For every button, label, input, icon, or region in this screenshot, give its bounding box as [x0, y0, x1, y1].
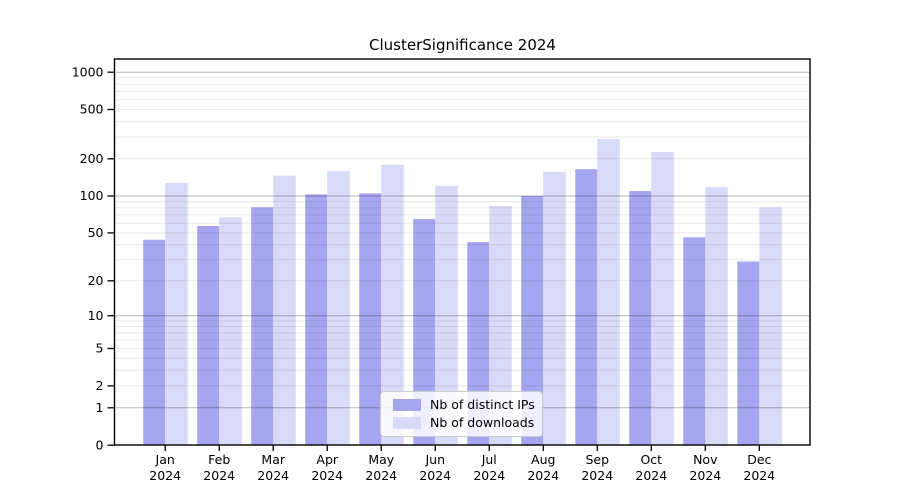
x-tick-label-month: Mar — [261, 452, 285, 467]
bar-distinct-ips-oct — [629, 190, 652, 445]
plot-border — [113, 58, 811, 446]
bar-downloads-dec — [759, 207, 782, 445]
bar-downloads-feb — [219, 217, 242, 445]
legend-item-distinct-ips: Nb of distinct IPs — [393, 397, 535, 412]
x-tick-label-year: 2024 — [365, 468, 397, 483]
bar-downloads-aug — [543, 171, 566, 446]
legend-item-downloads: Nb of downloads — [393, 415, 534, 430]
y-tick-label: 1 — [96, 400, 104, 415]
legend-swatch-downloads — [393, 416, 421, 429]
bar-distinct-ips-dec — [737, 261, 760, 445]
legend: Nb of distinct IPs Nb of downloads — [380, 391, 543, 437]
x-tick-label-month: Nov — [693, 452, 718, 467]
y-tick-label: 5 — [96, 341, 104, 356]
x-tick-label-month: Oct — [640, 452, 662, 467]
y-tick-label: 0 — [96, 437, 104, 452]
bar-downloads-jul — [489, 206, 512, 445]
x-tick-label-month: Dec — [747, 452, 771, 467]
x-tick-label-month: Apr — [316, 452, 338, 467]
x-tick-label-year: 2024 — [311, 468, 343, 483]
x-tick-label-year: 2024 — [743, 468, 775, 483]
y-tick-label: 200 — [80, 151, 104, 166]
x-tick-label-month: May — [368, 452, 394, 467]
x-tick-label-month: Aug — [531, 452, 555, 467]
y-tick-label: 10 — [88, 308, 104, 323]
x-tick-label-year: 2024 — [581, 468, 613, 483]
bar-downloads-oct — [651, 152, 674, 445]
bar-downloads-jan — [165, 182, 188, 446]
x-tick-label-year: 2024 — [527, 468, 559, 483]
bar-distinct-ips-aug — [521, 196, 544, 445]
y-tick-label: 50 — [88, 225, 104, 240]
x-tick-label-year: 2024 — [635, 468, 667, 483]
x-tick-label-year: 2024 — [149, 468, 181, 483]
bar-distinct-ips-feb — [197, 226, 220, 445]
x-tick-label-month: Jun — [424, 452, 445, 467]
x-tick-label-month: Feb — [208, 452, 230, 467]
bar-downloads-sep — [597, 139, 620, 445]
x-tick-label-year: 2024 — [203, 468, 235, 483]
x-tick-label-year: 2024 — [473, 468, 505, 483]
y-tick-label: 2 — [96, 378, 104, 393]
chart-title: ClusterSignificance 2024 — [369, 36, 556, 54]
bar-distinct-ips-mar — [251, 207, 274, 445]
y-tick-label: 1000 — [72, 64, 104, 79]
legend-swatch-distinct-ips — [393, 398, 421, 411]
bar-distinct-ips-nov — [683, 237, 706, 445]
bar-downloads-apr — [327, 171, 350, 445]
bar-distinct-ips-jun — [413, 219, 436, 445]
bar-distinct-ips-jan — [143, 239, 166, 445]
x-tick-label-month: Sep — [585, 452, 609, 467]
bar-downloads-jun — [435, 185, 458, 446]
x-tick-label-year: 2024 — [257, 468, 289, 483]
bar-downloads-mar — [273, 175, 296, 445]
y-tick-label: 100 — [80, 188, 104, 203]
x-tick-label-month: Jan — [155, 452, 175, 467]
legend-label-downloads: Nb of downloads — [430, 415, 535, 430]
bar-downloads-may — [381, 164, 404, 446]
bar-downloads-nov — [705, 187, 728, 445]
y-tick-label: 20 — [88, 273, 104, 288]
x-tick-label-year: 2024 — [689, 468, 721, 483]
x-tick-label-year: 2024 — [419, 468, 451, 483]
bar-distinct-ips-may — [359, 193, 382, 445]
y-tick-label: 500 — [80, 102, 104, 117]
legend-label-distinct-ips: Nb of distinct IPs — [430, 397, 535, 412]
bar-distinct-ips-sep — [575, 169, 598, 445]
x-tick-label-month: Jul — [481, 452, 497, 467]
bar-distinct-ips-apr — [305, 194, 328, 445]
